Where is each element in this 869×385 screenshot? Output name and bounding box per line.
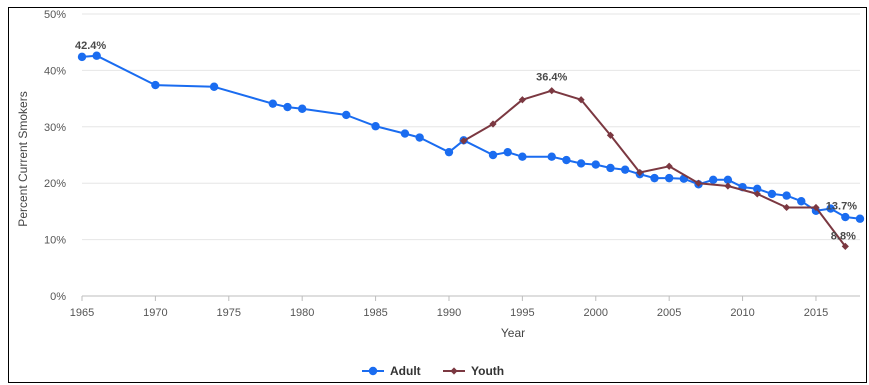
youth-point[interactable] bbox=[724, 182, 732, 190]
adult-point[interactable] bbox=[283, 102, 292, 112]
adult-point[interactable] bbox=[826, 204, 835, 213]
youth-point[interactable] bbox=[548, 87, 556, 95]
adult-point[interactable] bbox=[855, 214, 865, 223]
adult-point[interactable] bbox=[488, 150, 498, 160]
x-tick-label: 1965 bbox=[70, 307, 94, 319]
legend: Adult Youth bbox=[362, 364, 504, 378]
adult-point[interactable] bbox=[723, 175, 733, 185]
adult-point[interactable] bbox=[415, 133, 424, 142]
data-label: 8.8% bbox=[831, 230, 856, 242]
y-tick-label: 40% bbox=[44, 65, 66, 77]
x-tick-label: 1970 bbox=[143, 307, 167, 319]
youth-point[interactable] bbox=[489, 120, 497, 128]
youth-point[interactable] bbox=[812, 203, 820, 212]
youth-point[interactable] bbox=[783, 203, 791, 212]
youth-point[interactable] bbox=[606, 131, 615, 139]
youth-point[interactable] bbox=[841, 242, 849, 250]
x-tick-label: 2000 bbox=[584, 307, 608, 319]
x-tick-label: 1985 bbox=[363, 307, 387, 319]
adult-point[interactable] bbox=[620, 165, 630, 174]
adult-point[interactable] bbox=[209, 82, 219, 91]
adult-point[interactable] bbox=[841, 212, 850, 222]
youth-point[interactable] bbox=[753, 190, 761, 198]
adult-point[interactable] bbox=[297, 104, 307, 113]
legend-item-youth[interactable]: Youth bbox=[443, 364, 504, 378]
y-tick-label: 30% bbox=[44, 122, 66, 134]
y-tick-label: 0% bbox=[50, 291, 66, 303]
adult-point[interactable] bbox=[371, 122, 380, 131]
data-label: 36.4% bbox=[536, 72, 567, 84]
adult-point[interactable] bbox=[753, 184, 762, 194]
legend-item-adult[interactable]: Adult bbox=[362, 364, 421, 378]
x-tick-label: 2015 bbox=[804, 307, 828, 319]
series-youth bbox=[460, 87, 849, 250]
youth-point[interactable] bbox=[577, 96, 585, 104]
y-tick-label: 50% bbox=[44, 9, 66, 21]
x-tick-label: 1980 bbox=[290, 307, 314, 319]
adult-point[interactable] bbox=[591, 160, 600, 169]
adult-point[interactable] bbox=[444, 147, 454, 157]
data-label: 13.7% bbox=[826, 201, 857, 213]
adult-point[interactable] bbox=[782, 191, 791, 200]
adult-point[interactable] bbox=[709, 175, 718, 185]
axes: 0% 10% 20% 30% 40% 50% 1965 1970 1975 1980 1985 199… bbox=[16, 9, 828, 340]
series-adult bbox=[77, 51, 865, 223]
youth-point[interactable] bbox=[518, 96, 526, 104]
gridlines bbox=[82, 13, 860, 297]
x-axis-title: Year bbox=[501, 326, 525, 340]
y-tick-label: 20% bbox=[44, 178, 66, 190]
adult-point[interactable] bbox=[767, 189, 777, 199]
legend-marker-youth bbox=[450, 367, 458, 375]
youth-point[interactable] bbox=[460, 137, 468, 145]
x-tick-label: 2010 bbox=[730, 307, 754, 319]
youth-point[interactable] bbox=[694, 179, 703, 187]
adult-point[interactable] bbox=[547, 152, 556, 161]
legend-label-adult: Adult bbox=[390, 364, 421, 378]
adult-point[interactable] bbox=[797, 197, 806, 206]
adult-point[interactable] bbox=[518, 152, 527, 161]
youth-point[interactable] bbox=[665, 162, 673, 170]
x-tick-label: 1995 bbox=[510, 307, 534, 319]
youth-point[interactable] bbox=[636, 168, 644, 177]
adult-point[interactable] bbox=[268, 99, 278, 108]
adult-point[interactable] bbox=[151, 80, 160, 90]
youth-line bbox=[463, 89, 847, 248]
adult-point[interactable] bbox=[503, 147, 512, 157]
adult-point[interactable] bbox=[77, 52, 87, 62]
adult-point[interactable] bbox=[664, 173, 674, 183]
legend-label-youth: Youth bbox=[471, 364, 504, 378]
legend-marker-adult bbox=[368, 366, 378, 376]
x-tick-label: 1990 bbox=[437, 307, 461, 319]
adult-point[interactable] bbox=[576, 159, 586, 168]
data-labels: 42.4% 36.4% 13.7% 8.8% bbox=[75, 40, 857, 243]
adult-point[interactable] bbox=[650, 173, 659, 183]
series bbox=[77, 51, 865, 250]
adult-point[interactable] bbox=[92, 51, 101, 60]
x-tick-label: 2005 bbox=[657, 307, 681, 319]
adult-point[interactable] bbox=[562, 155, 571, 165]
adult-point[interactable] bbox=[342, 110, 351, 120]
y-tick-label: 10% bbox=[44, 235, 66, 247]
x-tick-label: 1975 bbox=[217, 307, 241, 319]
y-axis-title: Percent Current Smokers bbox=[16, 91, 30, 226]
adult-point[interactable] bbox=[606, 163, 615, 173]
adult-point[interactable] bbox=[400, 129, 410, 138]
data-label: 42.4% bbox=[75, 40, 106, 52]
